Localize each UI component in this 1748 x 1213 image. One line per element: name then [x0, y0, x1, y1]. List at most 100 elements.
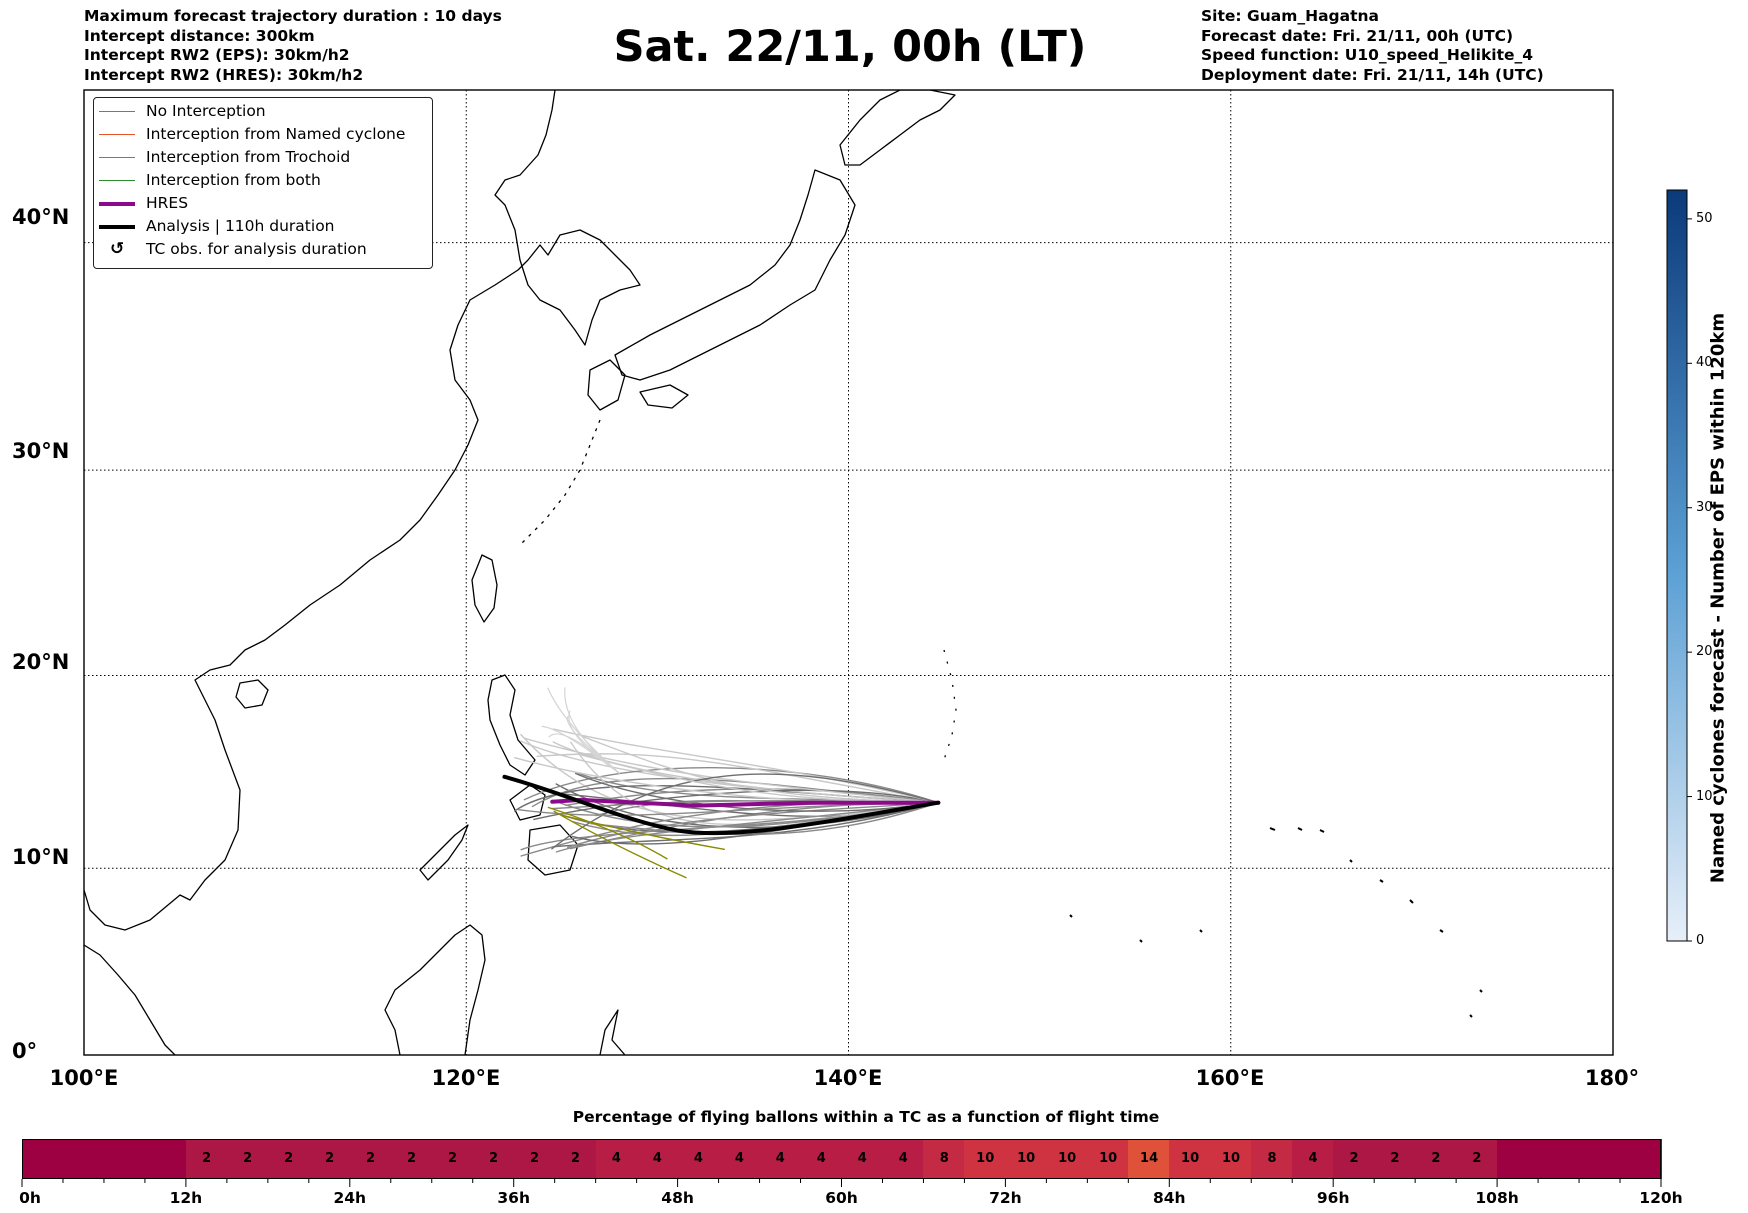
lon-tick-label: 160°E: [1195, 1066, 1265, 1090]
header-right-line: Site: Guam_Hagatna: [1201, 7, 1380, 25]
header-right-line: Deployment date: Fri. 21/11, 14h (UTC): [1201, 65, 1544, 84]
legend-swatch: [99, 157, 135, 158]
header-right-line: Forecast date: Fri. 21/11, 00h (UTC): [1201, 26, 1514, 45]
trajectory-trochoid: [553, 810, 687, 879]
pct-cell: 2: [185, 1139, 228, 1179]
legend-swatch: [99, 202, 135, 206]
header-left-info: Maximum forecast trajectory duration : 1…: [84, 7, 502, 85]
pct-cell: 2: [308, 1139, 351, 1179]
pct-bar-hour-label: 24h: [333, 1189, 367, 1207]
header-left-line: Intercept RW2 (HRES): 30km/h2: [84, 65, 364, 84]
legend-label: Analysis | 110h duration: [146, 217, 335, 235]
pct-bar-hour-label: 96h: [1316, 1189, 1350, 1207]
header-left-line: Maximum forecast trajectory duration : 1…: [84, 7, 502, 25]
pct-cell: [62, 1139, 105, 1179]
pct-cell: 2: [349, 1139, 392, 1179]
pct-cell: 2: [1333, 1139, 1375, 1179]
colorbar-tickmarks: [1687, 218, 1692, 942]
pct-bar-hour-label: 120h: [1639, 1189, 1683, 1207]
legend-label: Interception from Named cyclone: [146, 125, 406, 143]
pct-bar-title: Percentage of flying ballons within a TC…: [572, 1108, 1160, 1126]
coastline-marianas: [943, 649, 957, 761]
coastline-kyushu: [587, 359, 626, 411]
lat-tick-label: 0°: [12, 1039, 38, 1063]
header-left-line: Intercept RW2 (EPS): 30km/h2: [84, 46, 350, 64]
page-title: Sat. 22/11, 00h (LT): [613, 22, 1087, 72]
header-right-line: Speed function: U10_speed_Helikite_4: [1201, 46, 1534, 64]
pct-bar-hour-label: 72h: [989, 1189, 1022, 1207]
pct-cell: 2: [431, 1139, 474, 1179]
pct-cell: 2: [267, 1139, 310, 1179]
pct-cell: 4: [759, 1139, 802, 1179]
hres-trajectory: [550, 797, 941, 808]
coastline-palawan: [419, 824, 469, 881]
coastline-pacific-islands: [1069, 827, 1483, 1018]
lon-tick-label: 100°E: [49, 1066, 119, 1090]
legend-swatch: [99, 180, 135, 181]
colorbar-tick-label: 10: [1696, 788, 1713, 804]
lat-tick-label: 40°N: [12, 205, 70, 229]
pct-cell: 4: [1292, 1139, 1334, 1179]
coastline-hainan: [235, 679, 269, 709]
pct-bar-hour-label: 84h: [1152, 1189, 1186, 1207]
pct-cell: 10: [1005, 1139, 1047, 1179]
lat-tick-label: 10°N: [12, 845, 70, 869]
coastline-hokkaido: [839, 90, 956, 166]
coastline-sulawesi: [599, 1009, 626, 1055]
pct-cell: 10: [1087, 1139, 1129, 1179]
gridlines: [84, 90, 1613, 1055]
pct-cell: 2: [1415, 1139, 1457, 1179]
trajectory-no-interception: [570, 741, 940, 826]
pct-cell: 10: [1210, 1139, 1252, 1179]
legend-label: No Interception: [146, 102, 266, 120]
trajectory-ensemble: ↺↺↺↺↺↺↺↺↺↺↺↺↺↺↺↺↺↺↺↺: [502, 687, 941, 879]
coastline-mindanao: [527, 824, 579, 876]
colorbar-tick-label: 50: [1696, 210, 1713, 226]
trajectory-no-interception: [552, 741, 940, 804]
colorbar-tick-label: 0: [1696, 933, 1705, 948]
pct-cell: 10: [1169, 1139, 1211, 1179]
lat-tick-label: 20°N: [12, 650, 70, 674]
pct-cell: 8: [923, 1139, 965, 1179]
coastline-luzon: [487, 674, 536, 776]
legend-item-both: Interception from both: [94, 169, 430, 192]
pct-cell: 10: [964, 1139, 1006, 1179]
legend-label: Interception from both: [146, 171, 321, 189]
legend-item-named-cyclone: Interception from Named cyclone: [94, 123, 430, 146]
legend-label: TC obs. for analysis duration: [146, 240, 367, 258]
pct-cell: 4: [595, 1139, 638, 1179]
coastline-borneo: [384, 924, 486, 1055]
legend-swatch: [99, 134, 135, 135]
trajectory-no-interception: [567, 802, 940, 849]
colorbar-tick-label: 40: [1696, 355, 1713, 371]
pct-bar-hour-label: 12h: [169, 1189, 203, 1207]
legend-item-analysis: Analysis | 110h duration: [94, 215, 430, 238]
pct-cell: [1497, 1139, 1539, 1179]
pct-cell: [1579, 1139, 1621, 1179]
pct-cell: 14: [1128, 1139, 1170, 1179]
pct-cell: 2: [472, 1139, 515, 1179]
trajectory-no-interception: [581, 735, 940, 804]
pct-bar-hour-label: 60h: [825, 1189, 858, 1207]
header-left-line: Intercept distance: 300km: [84, 26, 315, 45]
pct-cell: 4: [882, 1139, 925, 1179]
trajectory-no-interception: [523, 737, 940, 804]
legend-label: HRES: [146, 194, 189, 212]
lat-tick-label: 30°N: [12, 439, 70, 463]
legend-item-no-interception: No Interception: [94, 100, 430, 123]
colorbar-tick-label: 20: [1696, 644, 1713, 660]
trajectory-no-interception: [590, 802, 940, 836]
pct-cell: 2: [513, 1139, 556, 1179]
coastline-taiwan: [471, 554, 498, 623]
pct-bar-tickmarks: [21, 1179, 1662, 1187]
pct-bar-frame: [22, 1139, 1661, 1179]
trajectory-trochoid: [561, 814, 725, 851]
pct-bar-hour-label: 0h: [19, 1189, 41, 1207]
pct-cell: 10: [1046, 1139, 1088, 1179]
legend: No Interception Interception from Named …: [93, 97, 433, 269]
pct-bar-hour-label: 108h: [1475, 1189, 1519, 1207]
pct-bar-hour-label: 36h: [497, 1189, 530, 1207]
pct-cell: 2: [1374, 1139, 1416, 1179]
legend-item-hres: HRES: [94, 192, 430, 215]
trajectory-no-interception: [551, 773, 940, 850]
